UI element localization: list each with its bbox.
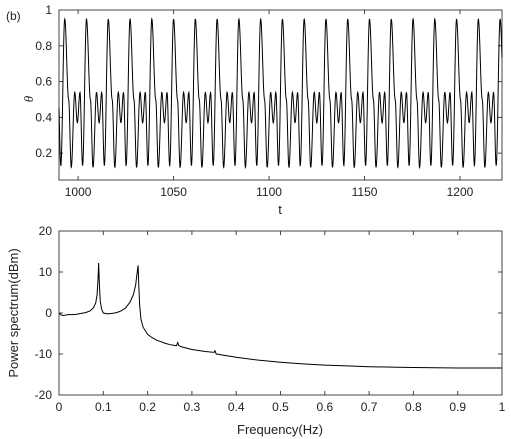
x-tick-label: 0.2 — [139, 400, 156, 414]
x-tick-label: 0.3 — [184, 400, 201, 414]
bottom-x-axis-title: Frequency(Hz) — [237, 422, 323, 437]
x-tick-label: 0 — [56, 400, 63, 414]
y-tick-label: 0.4 — [35, 110, 52, 124]
x-tick-label: 0.1 — [95, 400, 112, 414]
y-tick-label: 0 — [45, 306, 52, 320]
panel-label: (b) — [6, 9, 21, 23]
x-tick-label: 1150 — [352, 185, 378, 199]
x-tick-label: 1200 — [447, 185, 474, 199]
x-tick-label: 1050 — [160, 185, 187, 199]
x-tick-label: 1000 — [65, 185, 92, 199]
bottom-plot-frame — [58, 230, 503, 396]
x-tick-label: 0.5 — [272, 400, 289, 414]
x-tick-label: 0.7 — [361, 400, 378, 414]
bottom-chart: 0 0.1 0.2 0.3 0.4 0.5 0.6 0.7 0.8 0.9 1 -20 -10 0 10 20… — [6, 224, 506, 437]
bottom-y-axis-title: Power spectrum(dBm) — [6, 248, 21, 377]
x-tick-label: 0.9 — [449, 400, 466, 414]
top-series-line — [58, 17, 503, 170]
y-tick-label: 10 — [39, 265, 53, 279]
y-tick-label: 20 — [39, 224, 53, 238]
top-x-axis-title: t — [278, 202, 282, 217]
y-tick-label: -10 — [35, 347, 53, 361]
x-tick-label: 1 — [499, 400, 506, 414]
y-tick-label: 1 — [45, 3, 52, 17]
y-tick-label: 0.8 — [35, 39, 52, 53]
x-tick-label: 1100 — [256, 185, 282, 199]
y-tick-label: 0.6 — [35, 75, 52, 89]
x-tick-label: 0.4 — [228, 400, 245, 414]
x-tick-label: 0.8 — [405, 400, 422, 414]
top-chart: 1000 1050 1100 1150 1200 0.2 0.4 0.6 0.8 1 t θ — [21, 3, 503, 217]
bottom-series-line — [58, 262, 502, 369]
bottom-axis-ticks: 0 0.1 0.2 0.3 0.4 0.5 0.6 0.7 0.8 0.9 1 -20 -10 0 10 20 — [35, 224, 506, 414]
y-tick-label: 0.2 — [35, 146, 52, 160]
top-plot-frame — [58, 9, 503, 181]
top-y-axis-title: θ — [21, 95, 36, 102]
x-tick-label: 0.6 — [316, 400, 333, 414]
y-tick-label: -20 — [35, 388, 53, 402]
top-axis-ticks: 1000 1050 1100 1150 1200 0.2 0.4 0.6 0.8 1 — [35, 3, 502, 199]
